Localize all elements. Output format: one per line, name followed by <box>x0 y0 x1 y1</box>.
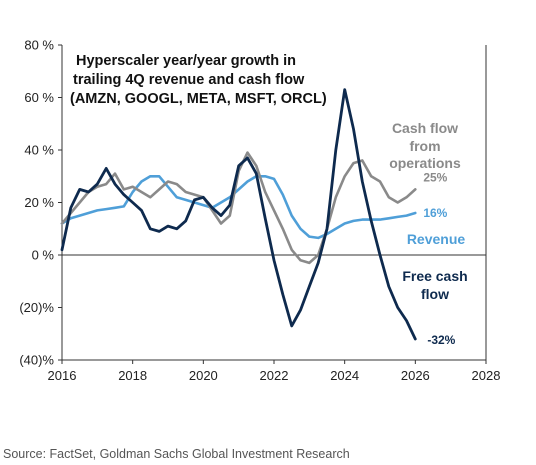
x-tick-label: 2016 <box>48 368 77 383</box>
series-lines <box>60 88 417 341</box>
series-label: Cash flow <box>392 120 458 136</box>
series-line-free-cash-flow <box>60 88 417 341</box>
series-end-value-label: 25% <box>423 170 447 184</box>
series-line-revenue <box>60 175 417 240</box>
series-label: Free cash <box>402 268 467 284</box>
source-note: Source: FactSet, Goldman Sachs Global In… <box>3 447 350 461</box>
series-label: operations <box>389 155 461 171</box>
x-tick-label: 2024 <box>330 368 359 383</box>
chart: 80 % 60 % 40 % 20 % 0 % (20)% (40)%2016 2018 202… <box>19 38 500 384</box>
x-tick-label: 2018 <box>118 368 147 383</box>
series-end-value-label: -32% <box>427 333 455 347</box>
x-tick-label: 2026 <box>401 368 430 383</box>
series-end-value-label: 16% <box>423 206 447 220</box>
chart-title-line: (AMZN, GOOGL, META, MSFT, ORCL) <box>70 91 327 107</box>
x-tick-label: 2020 <box>189 368 218 383</box>
y-tick-label: 80 % <box>24 38 54 53</box>
chart-title-line: trailing 4Q revenue and cash flow <box>73 72 305 88</box>
y-tick-label: 60 % <box>24 90 54 105</box>
y-tick-label: 0 % <box>32 248 55 263</box>
y-tick-label: (40)% <box>19 353 54 368</box>
chart-title-line: Hyperscaler year/year growth in <box>76 53 296 69</box>
series-label: from <box>409 138 440 154</box>
y-tick-label: 40 % <box>24 143 54 158</box>
axes: 80 % 60 % 40 % 20 % 0 % (20)% (40)%2016 2018 202… <box>19 38 500 384</box>
chart-title: Hyperscaler year/year growth in trailing … <box>70 53 327 107</box>
series-label: flow <box>421 286 449 302</box>
y-tick-label: (20)% <box>19 300 54 315</box>
x-tick-label: 2022 <box>260 368 289 383</box>
y-tick-label: 20 % <box>24 195 54 210</box>
x-tick-label: 2028 <box>472 368 501 383</box>
series-label: Revenue <box>407 231 466 247</box>
